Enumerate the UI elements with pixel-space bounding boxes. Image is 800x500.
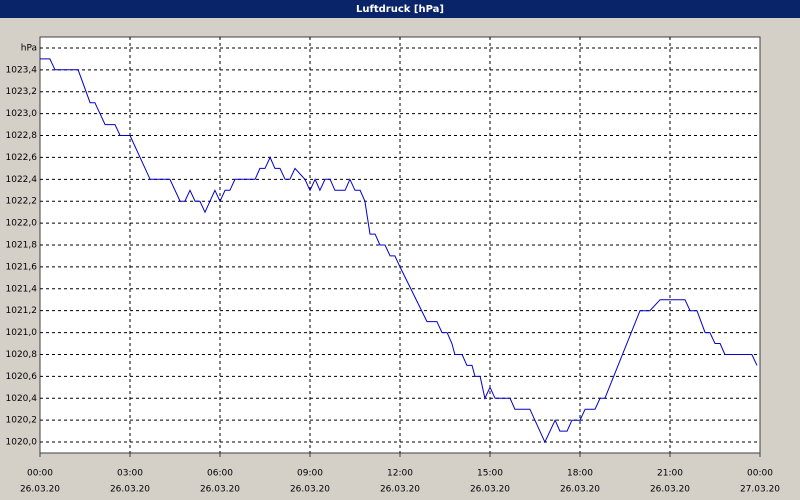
y-tick-label: 1021,2 [6, 306, 38, 316]
y-tick-label: hPa [21, 43, 37, 53]
y-tick-label: 1023,2 [6, 87, 38, 97]
data-line [40, 58, 758, 444]
y-tick-label: 1022,6 [6, 153, 38, 163]
y-tick-label: 1020,8 [6, 350, 38, 360]
y-tick-label: 1022,2 [6, 197, 38, 207]
x-tick-date: 26.03.20 [200, 485, 240, 495]
x-tick-label: 12:00 [387, 469, 413, 479]
x-tick-date: 26.03.20 [290, 485, 330, 495]
x-tick-date: 27.03.20 [740, 485, 780, 495]
y-tick-label: 1023,0 [6, 109, 38, 119]
x-tick-label: 21:00 [657, 469, 683, 479]
chart-title: Luftdruck [hPa] [356, 4, 444, 15]
y-tick-label: 1023,4 [6, 65, 38, 75]
y-tick-label: 1020,2 [6, 416, 38, 426]
x-tick-label: 15:00 [477, 469, 503, 479]
y-tick-label: 1021,8 [6, 241, 38, 251]
title-bar [0, 0, 800, 18]
y-tick-label: 1021,4 [6, 284, 38, 294]
x-tick-date: 26.03.20 [650, 485, 690, 495]
y-tick-label: 1020,6 [6, 372, 38, 382]
x-tick-label: 18:00 [567, 469, 593, 479]
y-tick-label: 1021,0 [6, 328, 38, 338]
x-tick-label: 09:00 [297, 469, 323, 479]
x-tick-date: 26.03.20 [470, 485, 510, 495]
x-tick-date: 26.03.20 [110, 485, 150, 495]
x-tick-label: 00:00 [747, 469, 773, 479]
y-tick-label: 1021,6 [6, 262, 38, 272]
x-tick-label: 03:00 [117, 469, 143, 479]
x-tick-date: 26.03.20 [20, 485, 60, 495]
y-tick-label: 1020,4 [6, 394, 38, 404]
y-tick-label: 1020,0 [6, 438, 38, 448]
x-tick-label: 00:00 [27, 469, 53, 479]
y-tick-label: 1022,0 [6, 219, 38, 229]
x-tick-label: 06:00 [207, 469, 233, 479]
y-tick-label: 1022,4 [6, 175, 38, 185]
x-tick-date: 26.03.20 [560, 485, 600, 495]
x-tick-date: 26.03.20 [380, 485, 420, 495]
y-tick-label: 1022,8 [6, 131, 38, 141]
